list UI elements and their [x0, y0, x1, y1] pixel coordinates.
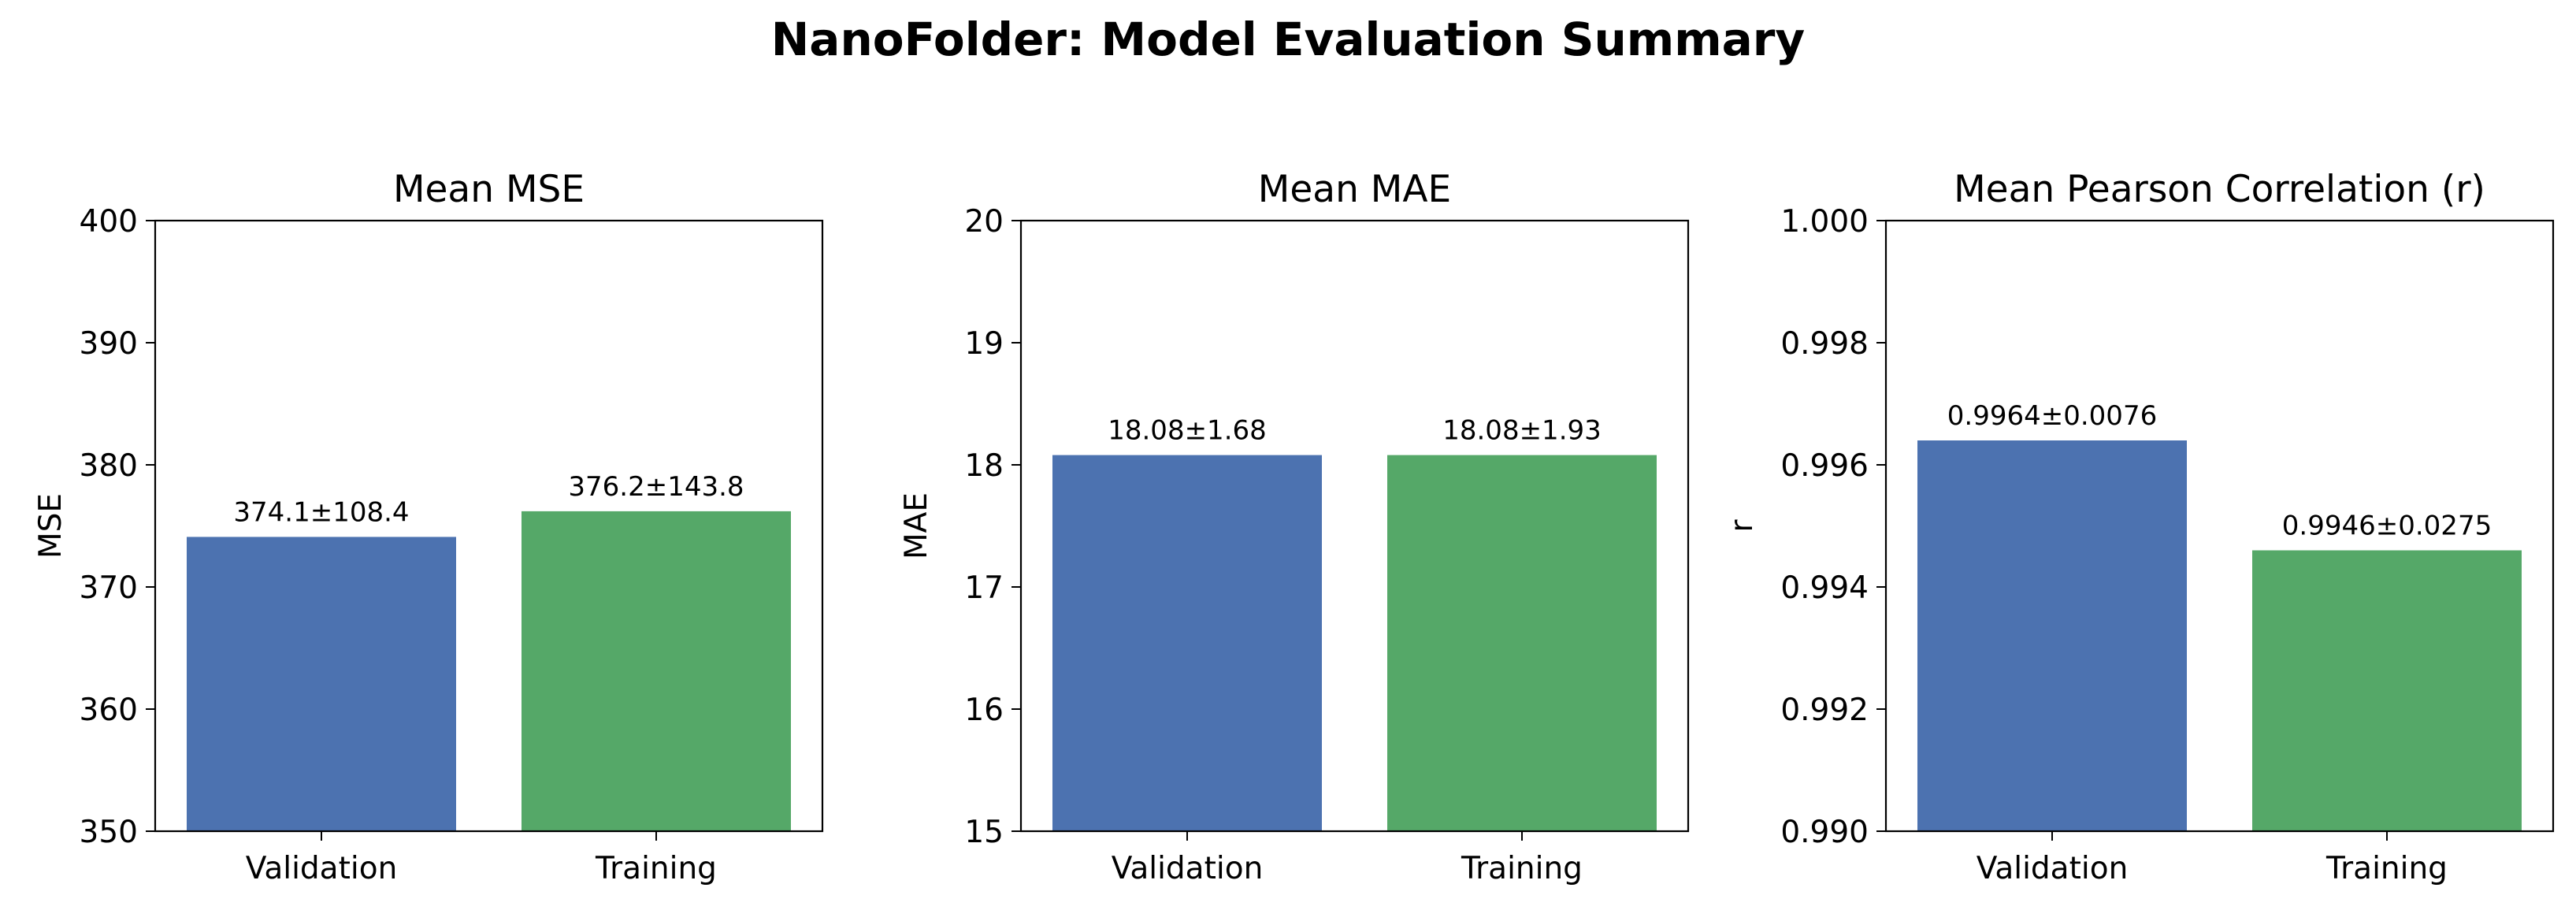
figure-title: NanoFolder: Model Evaluation Summary [771, 13, 1805, 66]
training-value-label: 0.9946±0.0275 [2282, 511, 2492, 542]
x-tick-label: Training [1461, 851, 1583, 886]
training-value-label: 18.08±1.93 [1442, 415, 1602, 447]
chart-panel-3: Mean Pearson Correlation (r) 0.9964±0.007… [1724, 168, 2555, 886]
validation-value-label: 0.9964±0.0076 [1947, 400, 2157, 432]
y-tick-label: 400 [80, 204, 138, 240]
y-tick-label: 15 [964, 815, 1004, 850]
training-bar [1387, 455, 1657, 831]
x-tick-label: Validation [1977, 851, 2129, 886]
y-tick-label: 18 [964, 448, 1004, 484]
axes-frame [1019, 219, 1690, 833]
x-tick-label: Validation [1112, 851, 1264, 886]
y-tick-label: 370 [80, 570, 138, 606]
chart-panel-1: Mean MSE 374.1±108.4 Validation 376.2±143.8… [33, 168, 824, 886]
y-tick-label: 350 [80, 815, 138, 850]
y-axis-label: MSE [33, 493, 69, 559]
training-value-label: 376.2±143.8 [568, 471, 744, 503]
y-tick-label: 20 [964, 204, 1004, 240]
chart-panel-2: Mean MAE 18.08±1.68 Validation 18.08±1.93 Tr… [899, 168, 1690, 886]
axes-frame [154, 219, 824, 833]
y-tick-label: 390 [80, 326, 138, 362]
validation-value-label: 18.08±1.68 [1108, 415, 1267, 447]
y-tick-label: 0.990 [1780, 815, 1869, 850]
y-tick-label: 19 [964, 326, 1004, 362]
validation-bar [1917, 440, 2187, 831]
panel-title: Mean MSE [393, 168, 585, 211]
validation-bar [1052, 455, 1322, 831]
y-tick-label: 360 [80, 693, 138, 728]
y-axis-label: MAE [899, 492, 934, 559]
y-tick-label: 17 [964, 570, 1004, 606]
training-bar [522, 511, 791, 831]
validation-bar [187, 537, 456, 831]
validation-value-label: 374.1±108.4 [233, 496, 409, 528]
training-bar [2252, 550, 2522, 831]
axes-frame [1884, 219, 2555, 833]
x-tick-label: Validation [246, 851, 398, 886]
y-tick-label: 0.996 [1780, 448, 1869, 484]
y-tick-label: 1.000 [1780, 204, 1869, 240]
y-tick-label: 380 [80, 448, 138, 484]
panel-title: Mean MAE [1258, 168, 1451, 211]
y-tick-label: 0.998 [1780, 326, 1869, 362]
y-axis-label: r [1724, 519, 1760, 533]
y-tick-label: 16 [964, 693, 1004, 728]
y-tick-label: 0.994 [1780, 570, 1869, 606]
y-tick-label: 0.992 [1780, 693, 1869, 728]
panel-title: Mean Pearson Correlation (r) [1954, 168, 2485, 211]
x-tick-label: Training [595, 851, 717, 886]
x-tick-label: Training [2325, 851, 2448, 886]
